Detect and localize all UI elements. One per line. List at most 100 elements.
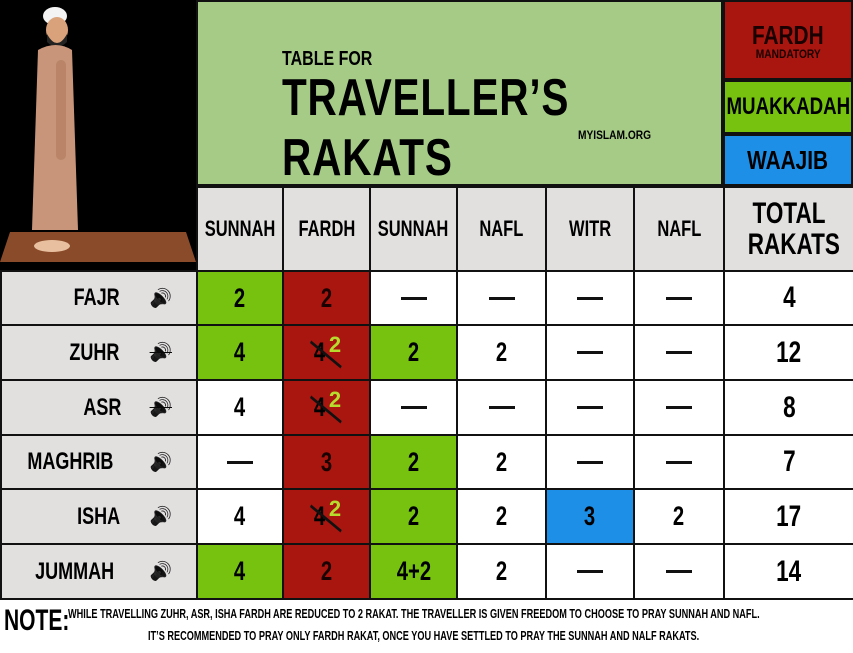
table-cell: 2 <box>633 488 725 545</box>
total-value: 12 <box>776 335 802 369</box>
total-cell: 14 <box>723 543 853 600</box>
speaker-loud-icon[interactable]: 🔊 <box>149 561 172 581</box>
column-header: FARDH <box>282 186 371 272</box>
legend-muakkadah: MUAKKADAH <box>723 80 853 134</box>
table-cell: 2 <box>456 324 547 381</box>
reduced-value: 2 <box>328 495 342 521</box>
table-cell <box>196 434 284 490</box>
table-cell: 4 <box>196 488 284 545</box>
table-cell: 2 <box>456 488 547 545</box>
cell-value: 2 <box>495 446 508 477</box>
table-cell <box>545 434 635 490</box>
speaker-loud-icon[interactable]: 🔊 <box>149 451 172 472</box>
table-cell: 4 <box>196 324 284 381</box>
prayer-name: ZUHR <box>69 338 120 366</box>
table-cell: 2 <box>369 434 458 490</box>
cell-value: 2 <box>495 501 508 531</box>
row-label-zuhr: ZUHR 🔊 <box>0 324 198 381</box>
cell-value: 2 <box>407 501 420 531</box>
dash <box>666 570 692 573</box>
legend-waajib: WAAJIB <box>723 134 853 186</box>
total-value: 17 <box>776 499 802 533</box>
dash <box>577 570 603 573</box>
total-value: 8 <box>782 390 796 424</box>
note-line-1: WHILE TRAVELLING ZUHR, ASR, ISHA FARDH A… <box>68 606 760 621</box>
cell-value: 4 <box>234 501 246 531</box>
column-header-label: SUNNAH <box>204 216 276 241</box>
total-cell: 17 <box>723 488 853 545</box>
table-cell: 3 <box>282 434 371 490</box>
struck-value: 4 <box>313 392 326 422</box>
table-cell <box>633 379 725 436</box>
column-header: WITR <box>545 186 635 272</box>
table-cell: 2 <box>282 543 371 600</box>
table-cell: 2 <box>369 324 458 381</box>
dash <box>577 406 603 409</box>
dash <box>488 296 515 300</box>
cell-value: 3 <box>320 446 333 477</box>
prayer-name: FAJR <box>73 284 120 311</box>
column-header-label: TOTAL RAKATS <box>747 196 840 261</box>
table-cell <box>369 270 458 326</box>
column-header: SUNNAH <box>196 186 284 272</box>
cell-value: 2 <box>673 501 685 531</box>
table-cell: 4 <box>196 379 284 436</box>
cell-value: 4+2 <box>396 556 431 586</box>
dash <box>488 406 515 409</box>
cell-value: 2 <box>495 337 508 367</box>
dash <box>577 296 603 300</box>
page-title: TRAVELLER’S RAKATS <box>282 69 570 187</box>
prayer-name: ASR <box>83 393 122 421</box>
legend-fardh: FARDH MANDATORY <box>723 0 853 80</box>
cell-value: 2 <box>320 556 333 586</box>
speaker-loud-icon[interactable]: 🔊 <box>149 506 172 526</box>
table-cell: 2 <box>456 543 547 600</box>
note-label: NOTE: <box>4 604 70 637</box>
total-value: 14 <box>776 554 802 588</box>
column-header-label: SUNNAH <box>378 216 449 241</box>
total-cell: 4 <box>723 270 853 326</box>
reduced-value: 2 <box>328 331 342 357</box>
dash <box>577 460 603 464</box>
dash <box>577 351 603 354</box>
table-cell <box>456 379 547 436</box>
dash <box>227 460 253 464</box>
column-header: SUNNAH <box>369 186 458 272</box>
speaker-muted-icon[interactable]: 🔊 <box>149 397 172 417</box>
column-header-label: FARDH <box>298 216 355 241</box>
table-cell <box>545 324 635 381</box>
table-cell: 2 <box>369 488 458 545</box>
title-banner: TABLE FOR TRAVELLER’S RAKATS MYISLAM.ORG <box>196 0 723 187</box>
total-cell: 8 <box>723 379 853 436</box>
cell-value: 2 <box>320 282 333 313</box>
reduced-value: 2 <box>328 386 342 412</box>
cell-value: 4 <box>234 337 246 367</box>
table-cell <box>633 270 725 326</box>
cell-value: 2 <box>407 446 420 477</box>
dash <box>400 296 427 300</box>
table-cell <box>633 543 725 600</box>
total-cell: 7 <box>723 434 853 490</box>
table-cell <box>633 324 725 381</box>
column-header-label: NAFL <box>657 216 701 241</box>
column-header: TOTAL RAKATS <box>723 186 853 272</box>
dash <box>666 296 692 300</box>
column-header-label: NAFL <box>479 216 524 241</box>
table-cell <box>369 379 458 436</box>
row-label-isha: ISHA 🔊 <box>0 488 198 545</box>
row-label-asr: ASR 🔊 <box>0 379 198 436</box>
speaker-loud-icon[interactable]: 🔊 <box>149 287 172 308</box>
cell-value: 3 <box>584 501 596 531</box>
cell-value: 4 <box>234 392 246 422</box>
table-cell <box>545 379 635 436</box>
table-cell: 2 <box>196 270 284 326</box>
table-cell <box>545 270 635 326</box>
legend-label: WAAJIB <box>747 144 829 175</box>
speaker-muted-icon[interactable]: 🔊 <box>149 342 172 362</box>
total-cell: 12 <box>723 324 853 381</box>
column-header-label: WITR <box>568 216 612 241</box>
header-blank <box>0 186 198 272</box>
